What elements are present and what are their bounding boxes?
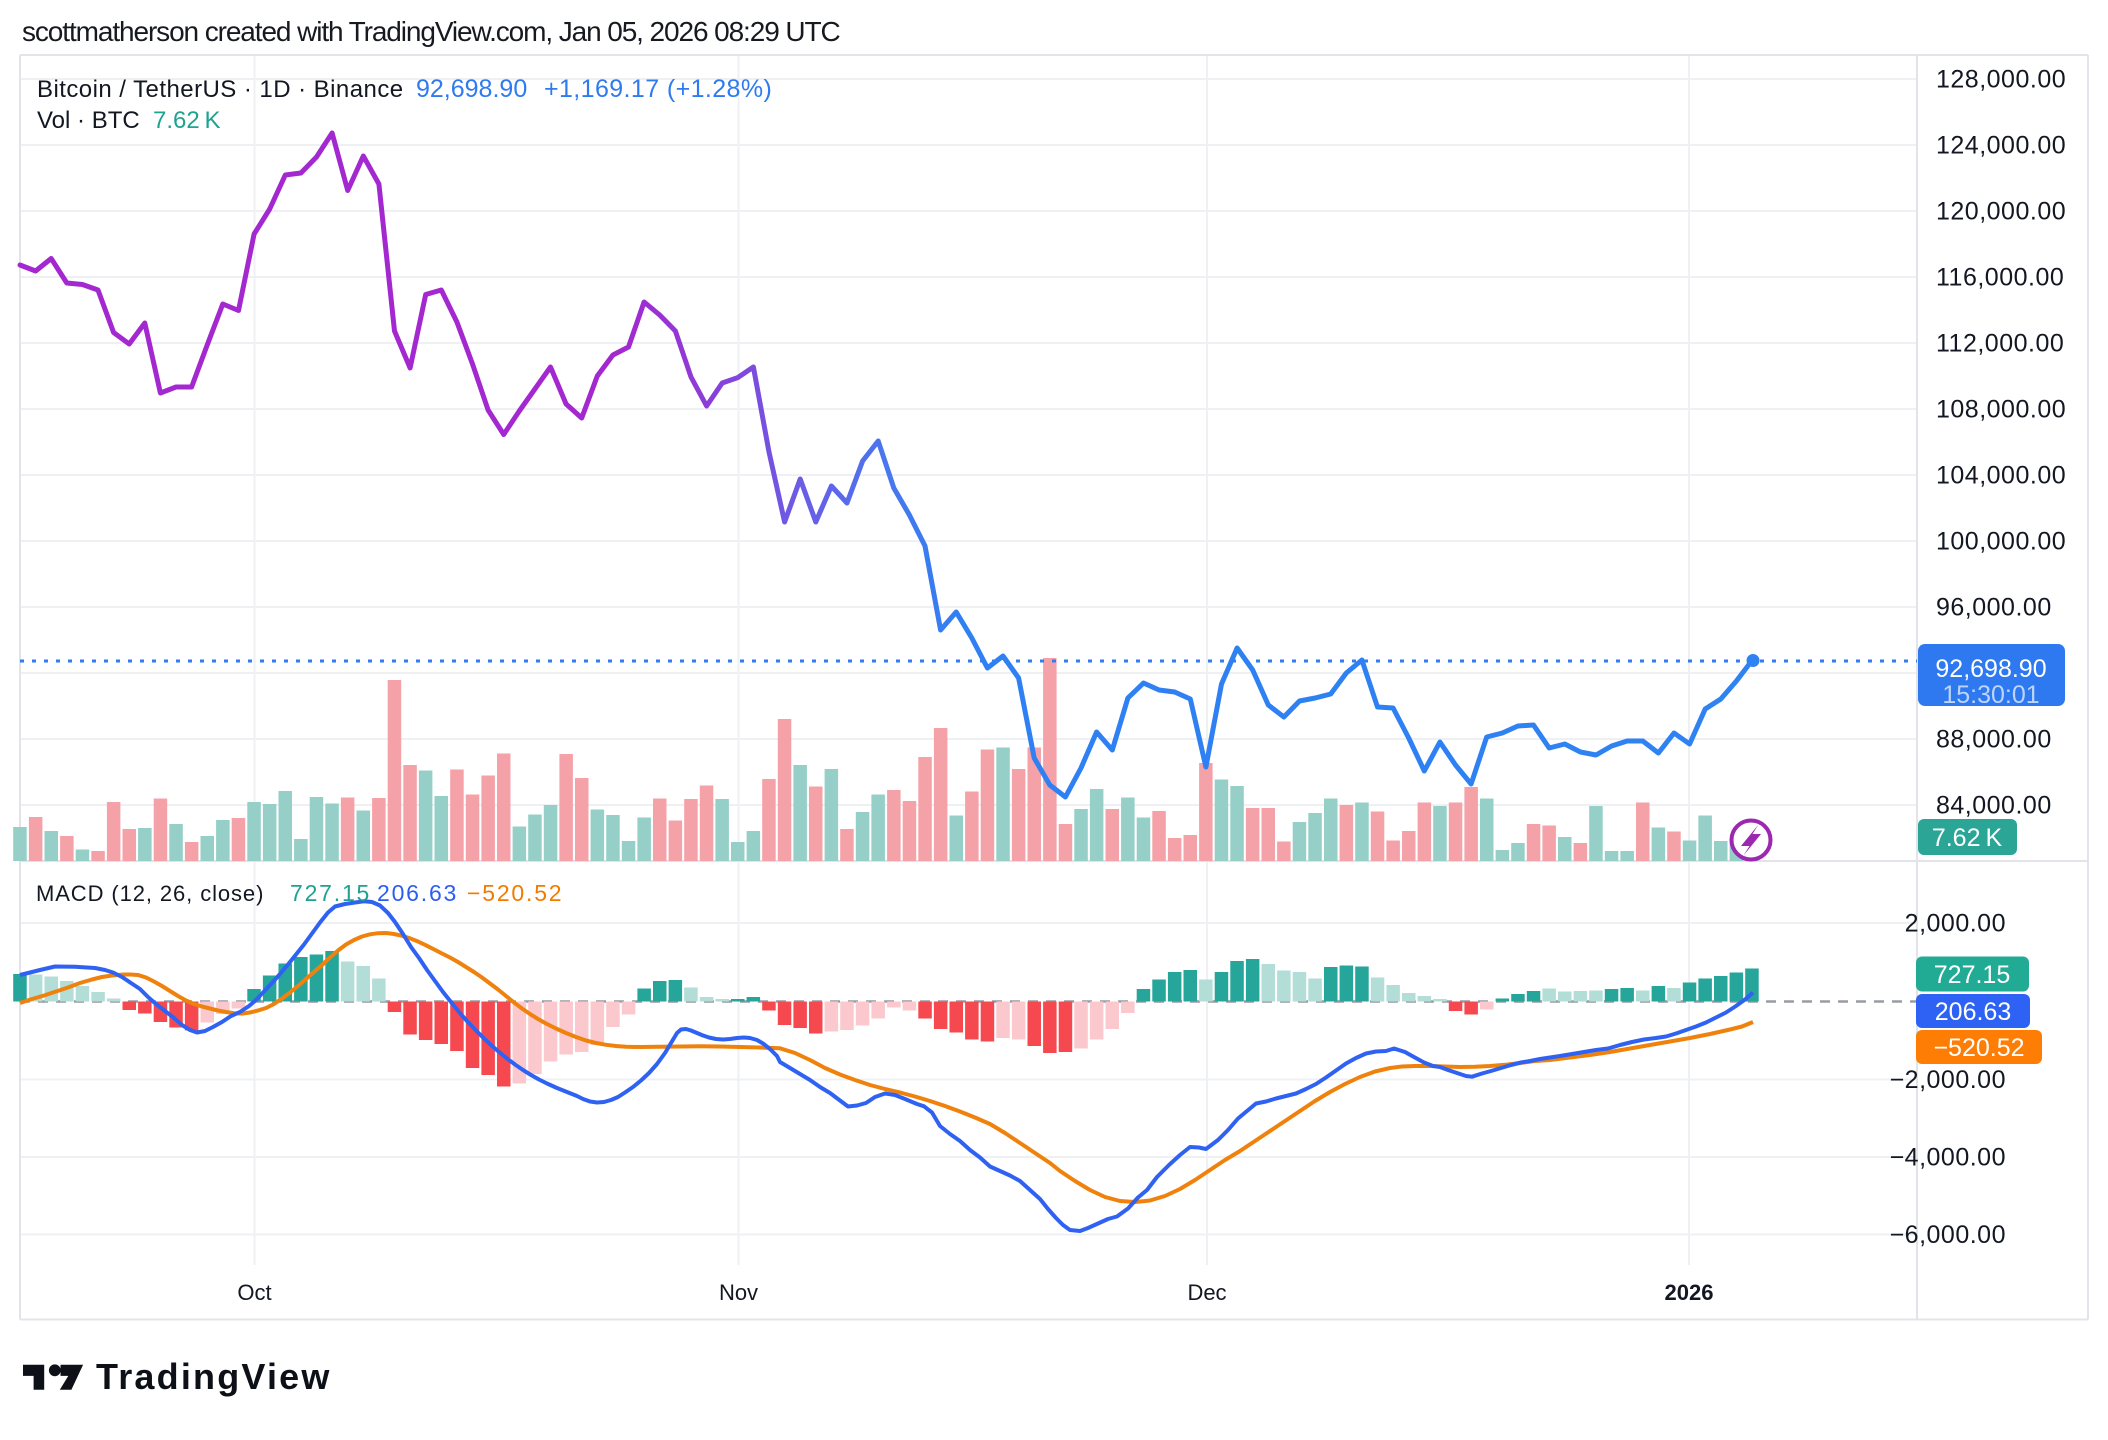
svg-text:727.15: 727.15 (1934, 961, 2010, 989)
svg-text:Vol · BTC: Vol · BTC (37, 107, 140, 134)
svg-text:88,000.00: 88,000.00 (1936, 726, 2052, 754)
svg-text:−520.52: −520.52 (1933, 1034, 2024, 1062)
svg-text:84,000.00: 84,000.00 (1936, 792, 2052, 820)
svg-text:116,000.00: 116,000.00 (1936, 264, 2064, 292)
svg-text:108,000.00: 108,000.00 (1936, 396, 2066, 424)
svg-text:Nov: Nov (719, 1280, 758, 1305)
svg-text:727.15: 727.15 (290, 880, 371, 906)
svg-text:Oct: Oct (237, 1280, 271, 1305)
svg-text:−2,000.00: −2,000.00 (1890, 1066, 2006, 1094)
svg-text:+1,169.17 (+1.28%): +1,169.17 (+1.28%) (544, 75, 772, 103)
svg-text:Dec: Dec (1187, 1280, 1226, 1305)
svg-text:Bitcoin / TetherUS · 1D · Bina: Bitcoin / TetherUS · 1D · Binance (37, 76, 404, 103)
svg-text:MACD (12, 26, close): MACD (12, 26, close) (36, 881, 264, 906)
svg-text:−4,000.00: −4,000.00 (1890, 1144, 2006, 1172)
svg-text:92,698.90: 92,698.90 (416, 75, 527, 103)
svg-text:112,000.00: 112,000.00 (1936, 330, 2064, 358)
svg-text:206.63: 206.63 (1935, 998, 2011, 1026)
svg-text:206.63: 206.63 (377, 880, 458, 906)
svg-text:128,000.00: 128,000.00 (1936, 66, 2066, 94)
svg-text:scottmatherson created with Tr: scottmatherson created with TradingView.… (22, 16, 840, 47)
svg-text:2,000.00: 2,000.00 (1905, 910, 2006, 938)
svg-text:TradingView: TradingView (96, 1356, 332, 1397)
svg-text:124,000.00: 124,000.00 (1936, 132, 2066, 160)
svg-text:15:30:01: 15:30:01 (1942, 681, 2039, 709)
svg-text:104,000.00: 104,000.00 (1936, 462, 2066, 490)
svg-text:−6,000.00: −6,000.00 (1890, 1221, 2006, 1249)
svg-text:100,000.00: 100,000.00 (1936, 528, 2066, 556)
svg-text:120,000.00: 120,000.00 (1936, 198, 2066, 226)
svg-text:7.62 K: 7.62 K (153, 107, 221, 134)
svg-text:7.62 K: 7.62 K (1932, 824, 2003, 852)
svg-text:92,698.90: 92,698.90 (1935, 655, 2046, 683)
svg-text:2026: 2026 (1665, 1280, 1714, 1305)
svg-text:−520.52: −520.52 (467, 880, 563, 906)
svg-text:96,000.00: 96,000.00 (1936, 594, 2052, 622)
